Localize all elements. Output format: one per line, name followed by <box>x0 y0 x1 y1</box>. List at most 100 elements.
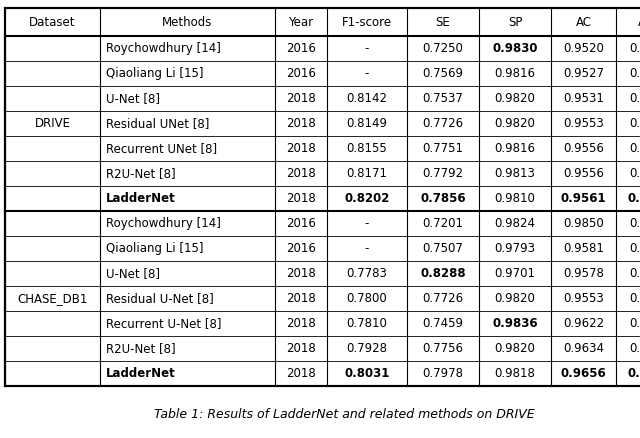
Text: 0.7201: 0.7201 <box>422 217 463 230</box>
Text: LadderNet: LadderNet <box>106 192 176 205</box>
Text: 0.9620: 0.9620 <box>630 42 640 55</box>
Text: 0.9820: 0.9820 <box>495 92 536 105</box>
Text: 2018: 2018 <box>286 292 316 305</box>
Text: 0.7783: 0.7783 <box>347 267 387 280</box>
Text: SE: SE <box>436 15 451 28</box>
Text: 0.9527: 0.9527 <box>563 67 604 80</box>
Text: 0.9531: 0.9531 <box>563 92 604 105</box>
Text: 0.9813: 0.9813 <box>495 167 536 180</box>
Text: 0.7810: 0.7810 <box>347 317 387 330</box>
Text: 0.9793: 0.9793 <box>627 192 640 205</box>
Text: Residual UNet [8]: Residual UNet [8] <box>106 117 209 130</box>
Text: 0.9553: 0.9553 <box>563 292 604 305</box>
Text: 2018: 2018 <box>286 317 316 330</box>
Text: 0.9622: 0.9622 <box>563 317 604 330</box>
Text: 0.9820: 0.9820 <box>495 117 536 130</box>
Text: 0.9772: 0.9772 <box>629 267 640 280</box>
Text: 0.9520: 0.9520 <box>563 42 604 55</box>
Text: 0.9556: 0.9556 <box>563 167 604 180</box>
Text: AC: AC <box>575 15 591 28</box>
Text: 2018: 2018 <box>286 92 316 105</box>
Text: 0.9656: 0.9656 <box>561 367 606 380</box>
Text: 0.7537: 0.7537 <box>422 92 463 105</box>
Text: 0.9818: 0.9818 <box>495 367 536 380</box>
Text: Recurrent U-Net [8]: Recurrent U-Net [8] <box>106 317 221 330</box>
Text: 0.9701: 0.9701 <box>495 267 536 280</box>
Text: 0.7978: 0.7978 <box>422 367 463 380</box>
Text: Table 1: Results of LadderNet and related methods on DRIVE: Table 1: Results of LadderNet and relate… <box>154 408 535 421</box>
Text: 0.9779: 0.9779 <box>629 292 640 305</box>
Text: 2018: 2018 <box>286 192 316 205</box>
Text: 0.9830: 0.9830 <box>492 42 538 55</box>
Text: 0.7459: 0.7459 <box>422 317 463 330</box>
Text: U-Net [8]: U-Net [8] <box>106 92 160 105</box>
Text: 0.7751: 0.7751 <box>422 142 463 155</box>
Text: 0.9578: 0.9578 <box>563 267 604 280</box>
Text: 2018: 2018 <box>286 367 316 380</box>
Bar <box>5 8 640 386</box>
Text: 2018: 2018 <box>286 342 316 355</box>
Text: 0.9784: 0.9784 <box>630 167 640 180</box>
Text: 0.8031: 0.8031 <box>344 367 390 380</box>
Text: 2016: 2016 <box>286 217 316 230</box>
Text: 0.9810: 0.9810 <box>495 192 536 205</box>
Text: Recurrent UNet [8]: Recurrent UNet [8] <box>106 142 217 155</box>
Text: 0.9779: 0.9779 <box>629 117 640 130</box>
Text: 0.7856: 0.7856 <box>420 192 466 205</box>
Text: -: - <box>365 42 369 55</box>
Text: 2018: 2018 <box>286 167 316 180</box>
Text: SP: SP <box>508 15 522 28</box>
Text: R2U-Net [8]: R2U-Net [8] <box>106 342 175 355</box>
Text: 0.9820: 0.9820 <box>495 292 536 305</box>
Text: Methods: Methods <box>163 15 212 28</box>
Text: 2018: 2018 <box>286 117 316 130</box>
Text: 2016: 2016 <box>286 242 316 255</box>
Text: 0.9634: 0.9634 <box>563 342 604 355</box>
Text: F1-score: F1-score <box>342 15 392 28</box>
Text: AUC: AUC <box>637 15 640 28</box>
Text: 0.7250: 0.7250 <box>422 42 463 55</box>
Text: 0.9836: 0.9836 <box>492 317 538 330</box>
Text: CHASE_DB1: CHASE_DB1 <box>17 292 88 305</box>
Text: 0.9553: 0.9553 <box>563 117 604 130</box>
Text: 0.9824: 0.9824 <box>495 217 536 230</box>
Text: 0.7726: 0.7726 <box>422 117 463 130</box>
Text: 0.9581: 0.9581 <box>563 242 604 255</box>
Text: 0.9755: 0.9755 <box>630 92 640 105</box>
Text: 0.9793: 0.9793 <box>630 242 640 255</box>
Text: 0.8142: 0.8142 <box>346 92 387 105</box>
Text: 0.8288: 0.8288 <box>420 267 466 280</box>
Text: 0.7792: 0.7792 <box>422 167 463 180</box>
Text: 0.9532: 0.9532 <box>630 217 640 230</box>
Text: 0.8155: 0.8155 <box>347 142 387 155</box>
Text: -: - <box>365 242 369 255</box>
Text: 0.9556: 0.9556 <box>563 142 604 155</box>
Text: 0.9782: 0.9782 <box>630 142 640 155</box>
Text: 0.8171: 0.8171 <box>346 167 387 180</box>
Text: DRIVE: DRIVE <box>35 117 70 130</box>
Text: LadderNet: LadderNet <box>106 367 176 380</box>
Text: Qiaoliang Li [15]: Qiaoliang Li [15] <box>106 67 204 80</box>
Text: 0.9815: 0.9815 <box>630 342 640 355</box>
Text: Roychowdhury [14]: Roychowdhury [14] <box>106 217 221 230</box>
Text: 0.9816: 0.9816 <box>495 142 536 155</box>
Text: Dataset: Dataset <box>29 15 76 28</box>
Text: 2016: 2016 <box>286 67 316 80</box>
Text: -: - <box>365 67 369 80</box>
Text: 0.9850: 0.9850 <box>563 217 604 230</box>
Text: 2016: 2016 <box>286 42 316 55</box>
Text: U-Net [8]: U-Net [8] <box>106 267 160 280</box>
Text: 0.7756: 0.7756 <box>422 342 463 355</box>
Text: 2018: 2018 <box>286 142 316 155</box>
Text: 0.9816: 0.9816 <box>495 67 536 80</box>
Text: 0.7569: 0.7569 <box>422 67 463 80</box>
Text: 0.9820: 0.9820 <box>495 342 536 355</box>
Text: 0.9803: 0.9803 <box>630 317 640 330</box>
Text: 0.9738: 0.9738 <box>630 67 640 80</box>
Text: Residual U-Net [8]: Residual U-Net [8] <box>106 292 214 305</box>
Text: 2018: 2018 <box>286 267 316 280</box>
Text: R2U-Net [8]: R2U-Net [8] <box>106 167 175 180</box>
Text: 0.9793: 0.9793 <box>495 242 536 255</box>
Text: 0.7928: 0.7928 <box>346 342 387 355</box>
Text: Qiaoliang Li [15]: Qiaoliang Li [15] <box>106 242 204 255</box>
